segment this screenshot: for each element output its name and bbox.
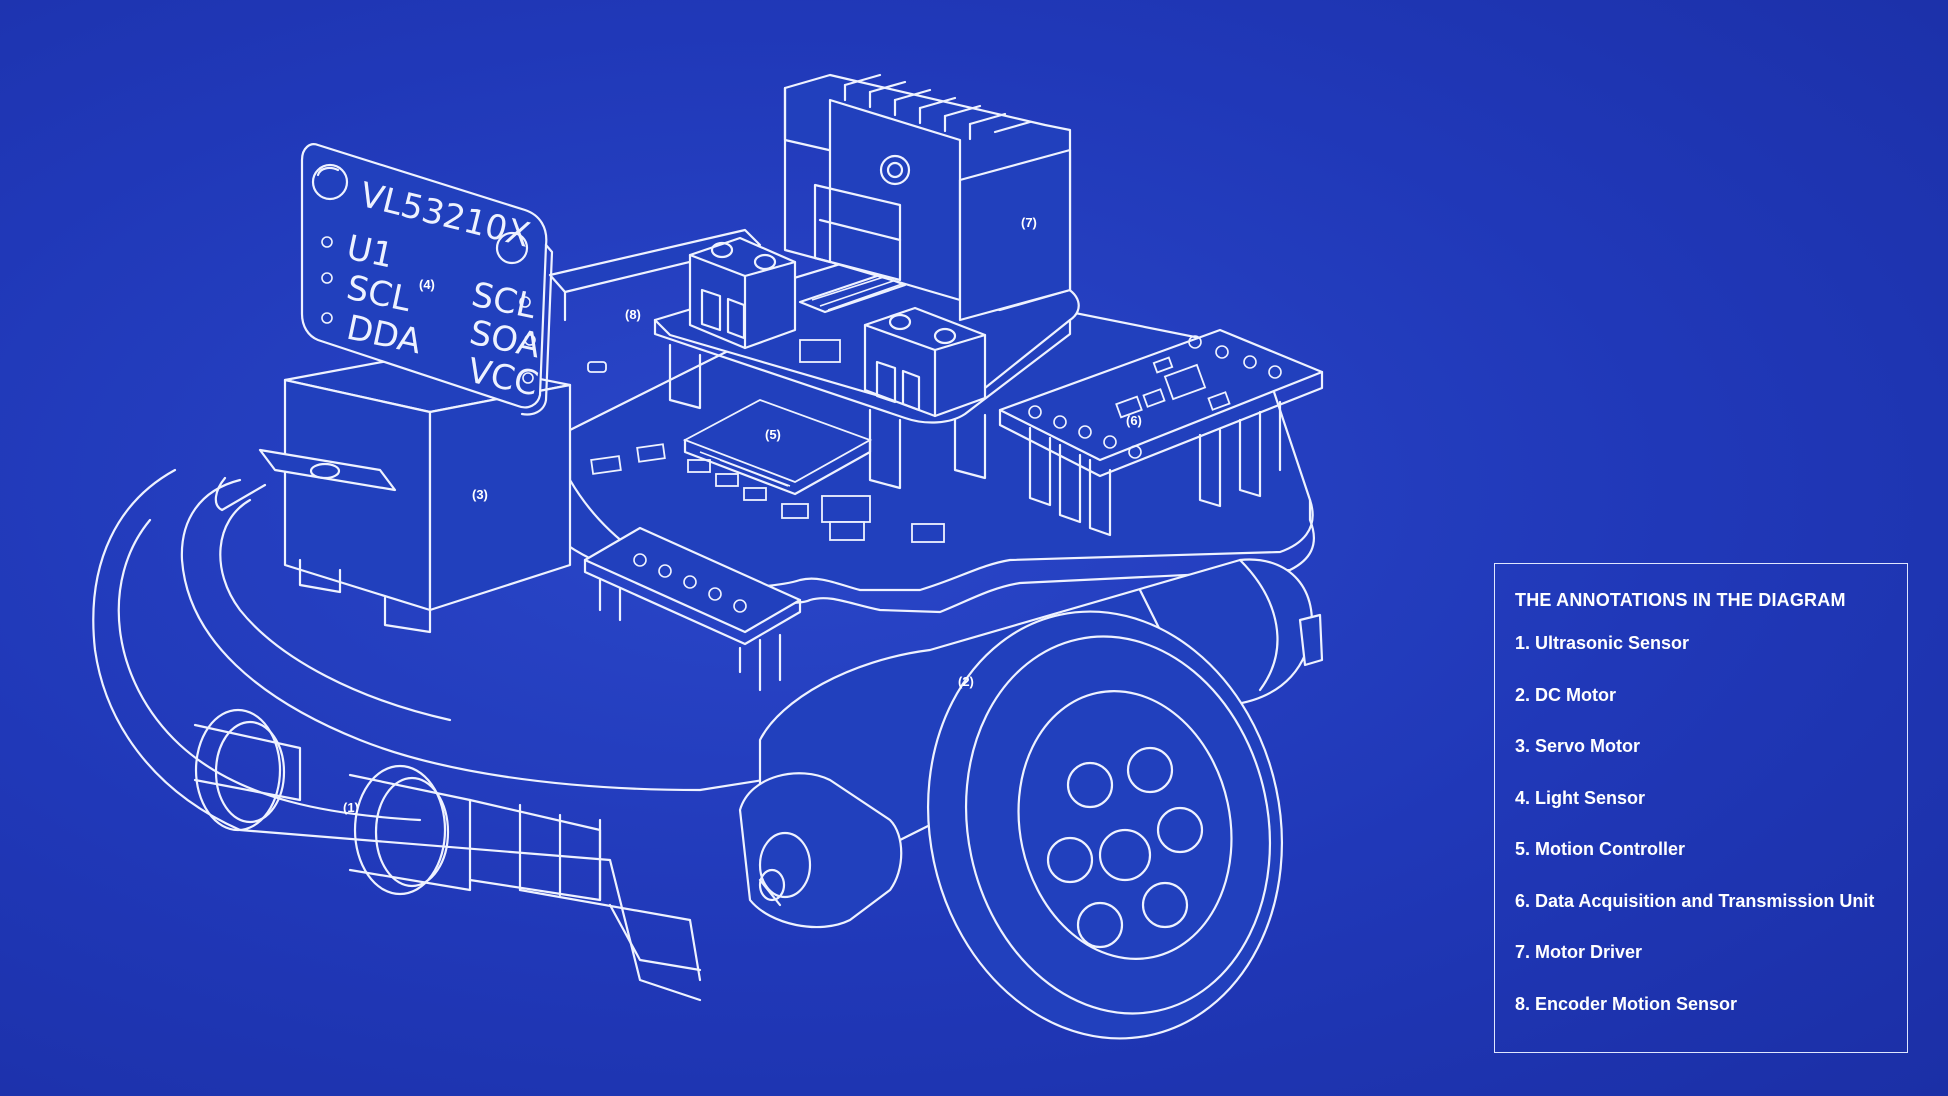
rear-spine: [548, 228, 762, 322]
callouts: (1) (2) (3) (4) (5) (6) (7) (8): [343, 215, 1142, 815]
light-sensor: VL53210X U1 SCL DDA SCL SOA VCC: [300, 143, 554, 416]
callout-6: (6): [1126, 413, 1142, 428]
encoder-board: [583, 526, 802, 692]
callout-4: (4): [419, 277, 435, 292]
callout-3: (3): [472, 487, 488, 502]
chassis: [92, 468, 892, 1002]
data-acquisition-unit: [998, 328, 1324, 537]
legend-item: 2. DC Motor: [1515, 684, 1616, 705]
callout-5: (5): [765, 427, 781, 442]
servo-motor: [214, 353, 572, 634]
legend-list: 1. Ultrasonic Sensor 2. DC Motor 3. Serv…: [1515, 633, 1907, 1045]
callout-2: (2): [958, 674, 974, 689]
callout-7: (7): [1021, 215, 1037, 230]
callout-1: (1): [343, 800, 359, 815]
legend-item: 5. Motion Controller: [1515, 839, 1685, 859]
legend-item: 3. Servo Motor: [1515, 736, 1641, 756]
legend-item: 1. Ultrasonic Sensor: [1515, 633, 1690, 653]
motor-driver: [783, 73, 1072, 322]
legend-item: 7. Motor Driver: [1515, 942, 1643, 962]
annotation-legend: THE ANNOTATIONS IN THE DIAGRAM 1. Ultras…: [1494, 563, 1908, 1053]
legend-item: 6. Data Acquisition and Transmission Uni…: [1515, 890, 1875, 911]
silkscreen-pin-left-1: U1: [343, 228, 397, 277]
dc-motor: [738, 558, 1324, 1040]
callout-8: (8): [625, 307, 641, 322]
legend-item: 4. Light Sensor: [1515, 787, 1646, 808]
legend-item: 8. Encoder Motion Sensor: [1515, 993, 1738, 1014]
ultrasonic-sensor: [193, 708, 702, 982]
legend-title: THE ANNOTATIONS IN THE DIAGRAM: [1515, 590, 1846, 610]
